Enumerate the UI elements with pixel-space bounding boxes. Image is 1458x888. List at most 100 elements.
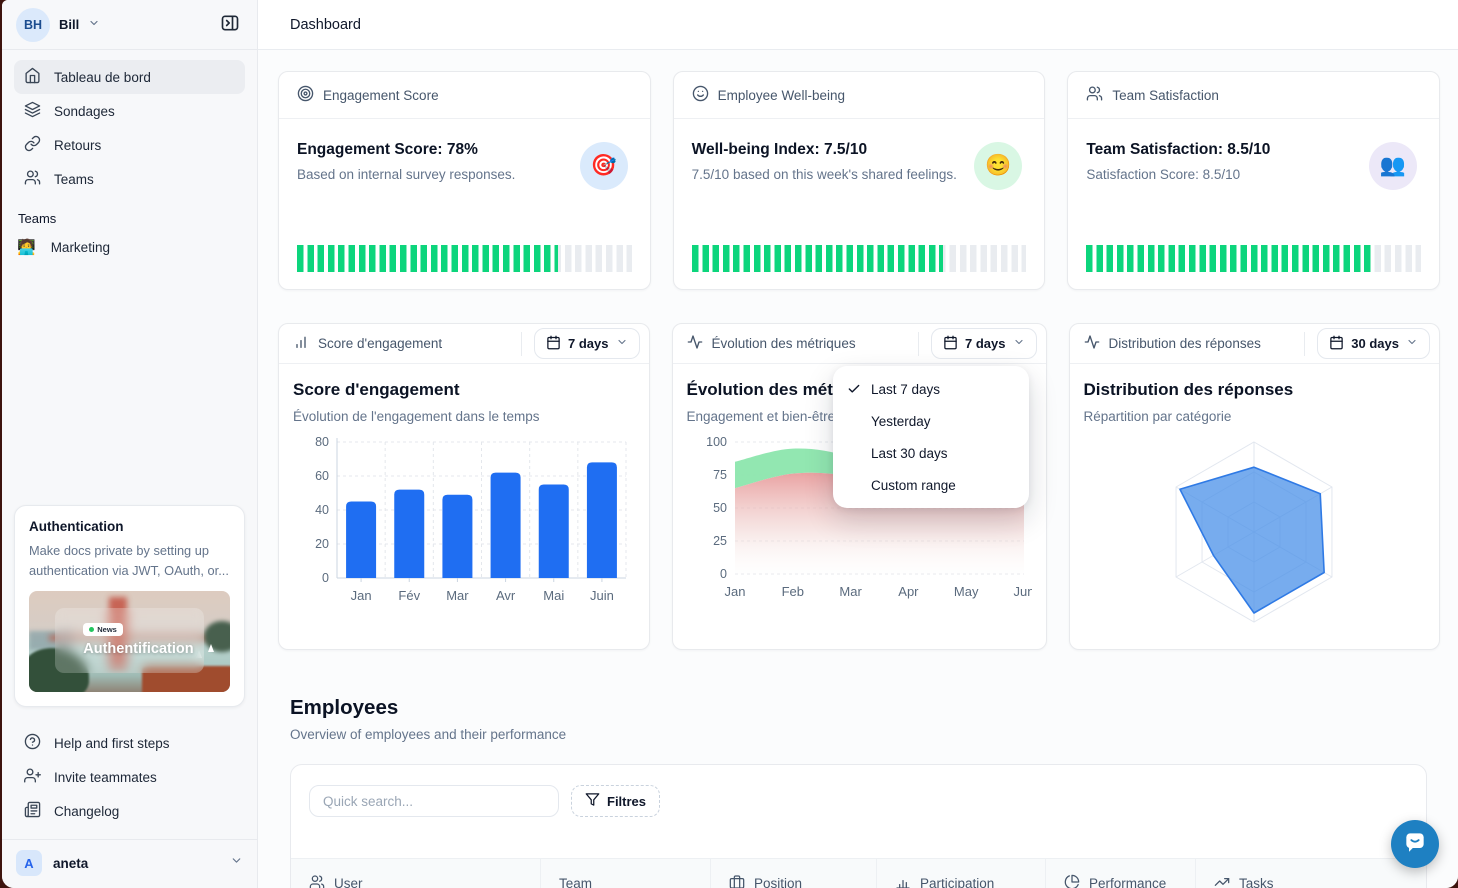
target-emoji-badge: 🎯: [579, 142, 628, 190]
trending-up-icon: [1214, 874, 1230, 888]
stat-cards-row: Engagement Score Engagement Score: 78% B…: [278, 71, 1440, 290]
card-header-label: Employee Well-being: [717, 87, 845, 103]
response-distribution-card: Distribution des réponses 30 days Distri…: [1068, 323, 1440, 650]
search-input[interactable]: [309, 785, 559, 817]
news-badge: News: [83, 623, 123, 637]
bar-chart-icon: [293, 334, 309, 353]
sidebar-item-label: Help and first steps: [54, 735, 170, 751]
card-header: Engagement Score: [279, 72, 650, 119]
svg-text:50: 50: [713, 501, 727, 515]
employees-toolbar: Filtres: [291, 765, 1426, 817]
svg-text:May: May: [953, 584, 978, 599]
sidebar-footer-nav: Help and first steps Invite teammates Ch…: [2, 718, 257, 828]
help-circle-icon: [24, 733, 41, 753]
satisfaction-progress-bar: [1086, 245, 1421, 272]
range-selector-button[interactable]: 7 days: [534, 328, 640, 359]
sidebar-item-marketing[interactable]: 🧑‍💻 Marketing: [2, 229, 257, 265]
column-header-tasks[interactable]: Tasks: [1196, 859, 1426, 888]
topbar: Dashboard: [258, 0, 1458, 50]
green-dot-icon: [89, 627, 95, 633]
page-title: Dashboard: [290, 16, 361, 33]
column-header-user[interactable]: User: [291, 859, 541, 888]
user-avatar[interactable]: BH: [16, 7, 50, 42]
menu-item-custom-range[interactable]: Custom range: [871, 477, 956, 493]
teams-section-label: Teams: [18, 211, 57, 226]
employees-table-card: Filtres User Team Position: [290, 764, 1427, 888]
employees-table-header: User Team Position Participation: [291, 858, 1426, 888]
menu-item-yesterday[interactable]: Yesterday: [871, 413, 931, 429]
activity-icon: [687, 334, 703, 353]
svg-text:60: 60: [315, 469, 329, 483]
authentication-promo-card[interactable]: Authentication Make docs private by sett…: [14, 505, 245, 707]
sidebar-item-label: Changelog: [54, 803, 120, 819]
promo-title: Authentication: [29, 519, 124, 535]
column-header-position[interactable]: Position: [711, 859, 877, 888]
sidebar-item-help[interactable]: Help and first steps: [14, 726, 245, 760]
range-selector-button[interactable]: 7 days: [931, 328, 1037, 359]
employees-subtitle: Overview of employees and their performa…: [290, 727, 567, 742]
sidebar-item-dashboard[interactable]: Tableau de bord: [14, 60, 245, 94]
sidebar-item-teams[interactable]: Teams: [14, 162, 245, 196]
team-item-label: Marketing: [50, 239, 110, 255]
svg-text:Mar: Mar: [446, 588, 469, 603]
sidebar: BH Bill Tableau de bord Sondages: [2, 0, 258, 888]
chart-title: Distribution des réponses: [1083, 380, 1294, 399]
promo-image: News Authentification: [29, 591, 230, 692]
svg-text:Apr: Apr: [898, 584, 919, 599]
sidebar-item-invite[interactable]: Invite teammates: [14, 760, 245, 794]
chevron-down-icon[interactable]: [88, 16, 100, 34]
filters-button[interactable]: Filtres: [571, 785, 661, 817]
busts-emoji-badge: 👥: [1368, 142, 1417, 190]
technologist-emoji-icon: 🧑‍💻: [17, 239, 36, 256]
svg-text:Mar: Mar: [839, 584, 862, 599]
user-name[interactable]: Bill: [59, 17, 80, 32]
stat-title: Team Satisfaction: 8.5/10: [1086, 141, 1271, 158]
activity-icon: [1084, 334, 1100, 353]
sidebar-item-feedback[interactable]: Retours: [14, 128, 245, 162]
svg-text:Fév: Fév: [398, 588, 420, 603]
sidebar-item-surveys[interactable]: Sondages: [14, 94, 245, 128]
workspace-avatar: A: [16, 850, 42, 876]
engagement-bar-chart: 0 20 40 60 80 Jan Fév Mar Avr Mai Juin: [315, 435, 627, 603]
employees-title: Employees: [290, 696, 399, 719]
workspace-switcher[interactable]: A aneta: [2, 839, 257, 888]
chevron-down-icon: [1013, 336, 1025, 351]
chat-widget-button[interactable]: [1391, 820, 1439, 868]
svg-text:75: 75: [713, 468, 727, 482]
calendar-icon: [546, 335, 561, 353]
panel-collapse-icon: [220, 13, 240, 36]
svg-text:Feb: Feb: [781, 584, 803, 599]
card-header-label: Distribution des réponses: [1108, 336, 1261, 351]
users-icon: [309, 874, 325, 888]
stat-subtitle: Satisfaction Score: 8.5/10: [1086, 167, 1241, 182]
engagement-score-card: Engagement Score Engagement Score: 78% B…: [278, 71, 651, 290]
column-header-participation[interactable]: Participation: [877, 859, 1046, 888]
sidebar-item-changelog[interactable]: Changelog: [14, 794, 245, 828]
smiley-emoji-badge: 😊: [974, 142, 1023, 190]
svg-text:100: 100: [706, 435, 727, 449]
home-icon: [24, 67, 41, 87]
menu-item-last-30-days[interactable]: Last 30 days: [871, 445, 948, 461]
card-header: Team Satisfaction: [1068, 72, 1439, 119]
chart-cards-row: Score d'engagement 7 days Score d'engage…: [278, 323, 1440, 650]
response-radar-chart: [1175, 441, 1332, 623]
users-icon: [1086, 85, 1103, 105]
workspace-name: aneta: [53, 855, 89, 871]
range-selector-button[interactable]: 30 days: [1317, 328, 1430, 359]
menu-item-last-7-days[interactable]: Last 7 days: [833, 373, 1029, 405]
newspaper-icon: [24, 801, 41, 821]
chart-title: Score d'engagement: [293, 380, 460, 399]
briefcase-icon: [729, 874, 745, 888]
engagement-progress-bar: [297, 245, 632, 272]
user-plus-icon: [24, 767, 41, 787]
column-header-team[interactable]: Team: [541, 859, 711, 888]
column-header-performance[interactable]: Performance: [1046, 859, 1196, 888]
chevron-down-icon: [1406, 336, 1418, 351]
calendar-icon: [1329, 335, 1344, 353]
promo-image-caption: Authentification: [83, 641, 194, 658]
target-icon: [297, 85, 314, 105]
sidebar-item-label: Teams: [54, 171, 94, 187]
collapse-sidebar-button[interactable]: [215, 10, 245, 40]
svg-text:Juin: Juin: [590, 588, 614, 603]
